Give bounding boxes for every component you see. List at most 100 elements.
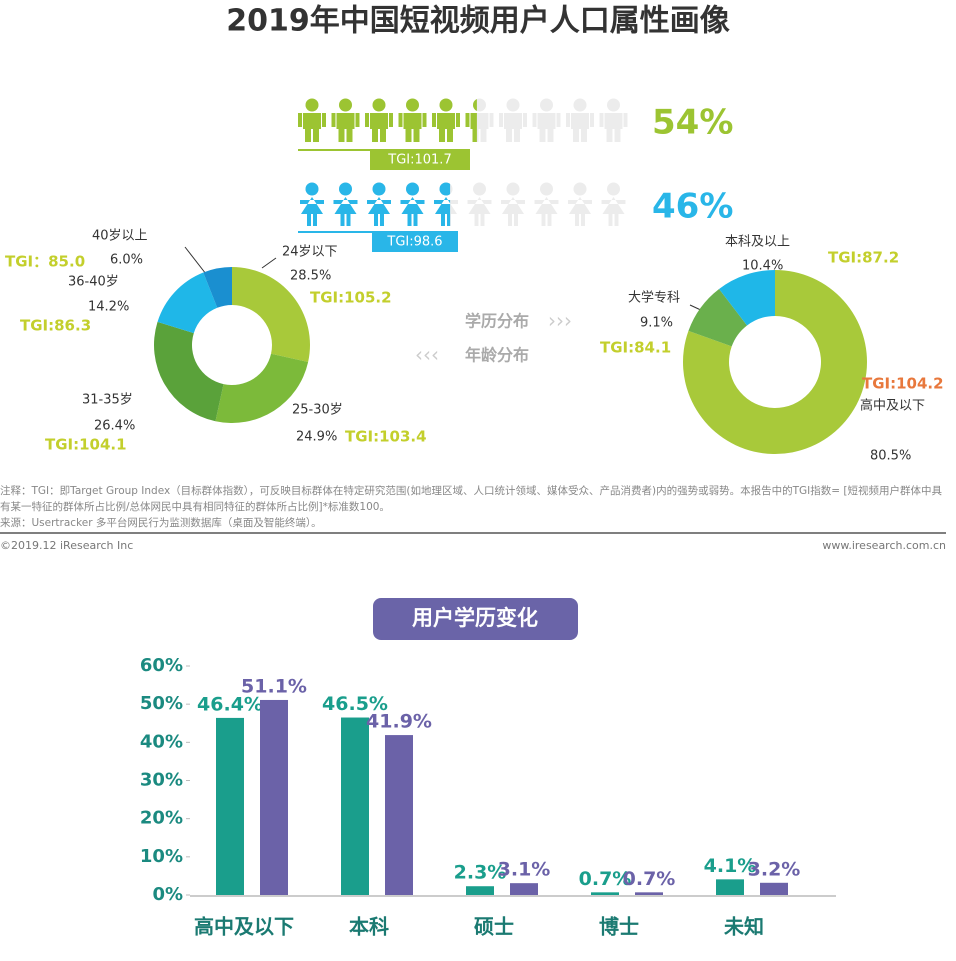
value-label: 46% — [652, 187, 733, 227]
bar — [510, 883, 538, 895]
icon-body — [331, 113, 360, 142]
icon-body — [465, 113, 494, 142]
bar — [260, 699, 288, 895]
value-label: 14.2% — [88, 300, 129, 315]
value-label: 51.1% — [241, 675, 307, 697]
y-tick-label: 0% — [152, 884, 183, 905]
tgi-box — [370, 150, 470, 170]
value-label: 3.1% — [498, 859, 551, 881]
tgi-label: TGI:86.3 — [20, 317, 91, 335]
value-label: 6.0% — [110, 253, 143, 268]
nav-label: 学历分布 — [465, 312, 529, 331]
bar — [635, 892, 663, 895]
note: 来源：Usertracker 多平台网民行为监测数据库（桌面及智能终端）。 — [0, 517, 322, 529]
tgi-box — [372, 232, 458, 252]
icons-filled — [300, 182, 451, 226]
icon-head — [473, 99, 477, 111]
value-label: 26.4% — [94, 419, 135, 434]
icon-body — [333, 197, 358, 226]
icon-body — [367, 197, 391, 226]
category-label: 大学专科 — [628, 290, 680, 306]
donut-slice — [719, 270, 775, 326]
category-label: 24岁以下 — [282, 245, 338, 260]
leader-line — [184, 246, 207, 275]
icon-head — [506, 98, 520, 112]
x-tick-label: 高中及以下 — [194, 915, 294, 939]
icon-body — [568, 197, 592, 226]
icon-body — [465, 113, 477, 142]
nav-label: 年龄分布 — [465, 346, 529, 365]
tgi-label: TGI:84.1 — [600, 339, 671, 357]
icon-body — [434, 197, 451, 226]
bar — [591, 892, 619, 895]
chevrons: ‹‹‹ — [415, 343, 439, 367]
icon-body — [467, 197, 492, 226]
icon-body — [532, 113, 561, 142]
value-label: 41.9% — [366, 711, 432, 733]
bar-title: 用户学历变化 — [412, 606, 538, 630]
donut-slice — [232, 267, 311, 363]
tgi-label: TGI:104.1 — [45, 436, 127, 454]
category-label: 36-40岁 — [68, 275, 119, 290]
category-label: 25-30岁 — [292, 403, 343, 418]
icon-head — [406, 182, 419, 196]
value-label: 2.3% — [454, 862, 507, 884]
bar — [760, 882, 788, 895]
icon-body — [534, 197, 559, 226]
icon-body — [365, 113, 393, 142]
category-label: 高中及以下 — [860, 398, 925, 414]
icon-body — [400, 197, 425, 226]
icon-body — [432, 113, 460, 142]
tgi-label: TGI:104.2 — [862, 375, 944, 393]
leader-line — [261, 257, 277, 269]
value-label: 0.7% — [579, 868, 632, 890]
icon-head — [339, 98, 352, 112]
bar-title-box — [373, 598, 578, 640]
category-label: 本科及以上 — [725, 235, 790, 250]
icon-head — [439, 182, 451, 196]
value-label: 24.9% — [296, 430, 337, 445]
y-tick-label: 20% — [140, 808, 183, 829]
tgi-label: TGI:103.4 — [345, 428, 427, 446]
icon-head — [372, 182, 386, 196]
icon-body — [601, 197, 626, 226]
value-label: 3.2% — [748, 858, 801, 880]
value-label: 9.1% — [640, 316, 673, 331]
x-tick-label: 硕士 — [474, 915, 514, 939]
bar — [385, 735, 413, 895]
donut-slice — [688, 288, 748, 347]
bar — [216, 717, 244, 895]
category-label: 31-35岁 — [82, 393, 133, 408]
icon-head — [339, 182, 352, 196]
copyright: ©2019.12 iResearch Inc — [0, 539, 133, 552]
donut-slice — [215, 353, 309, 424]
icon-head — [506, 182, 520, 196]
note: 注释：TGI：即Target Group Index（目标群体指数），可反映目标… — [0, 485, 942, 513]
y-tick-label: 10% — [140, 846, 183, 867]
bar — [466, 886, 494, 895]
value-label: 0.7% — [623, 868, 676, 890]
value-label: 46.5% — [322, 693, 388, 715]
icon-body — [300, 197, 324, 226]
tgi-label: TGI:105.2 — [310, 289, 392, 307]
icon-head — [573, 98, 587, 112]
category-label: 40岁以上 — [92, 229, 148, 244]
donut-slice — [154, 321, 224, 422]
value-label: 10.4% — [742, 259, 783, 274]
icons-filled — [298, 98, 477, 142]
tgi-label: TGI:87.2 — [828, 249, 899, 267]
value-label: 80.5% — [870, 449, 911, 464]
page-title: 2019年中国短视频用户人口属性画像 — [226, 4, 730, 39]
tgi-label: TGI:98.6 — [386, 235, 442, 250]
icon-body — [566, 113, 594, 142]
value-label: 54% — [652, 103, 733, 143]
icon-head — [372, 98, 386, 112]
donut-slice — [157, 272, 218, 334]
notes: 注释：TGI：即Target Group Index（目标群体指数），可反映目标… — [0, 483, 948, 531]
icon-body — [298, 113, 326, 142]
icon-head — [607, 182, 620, 196]
y-tick-label: 40% — [140, 731, 183, 752]
y-tick-label: 30% — [140, 770, 183, 791]
